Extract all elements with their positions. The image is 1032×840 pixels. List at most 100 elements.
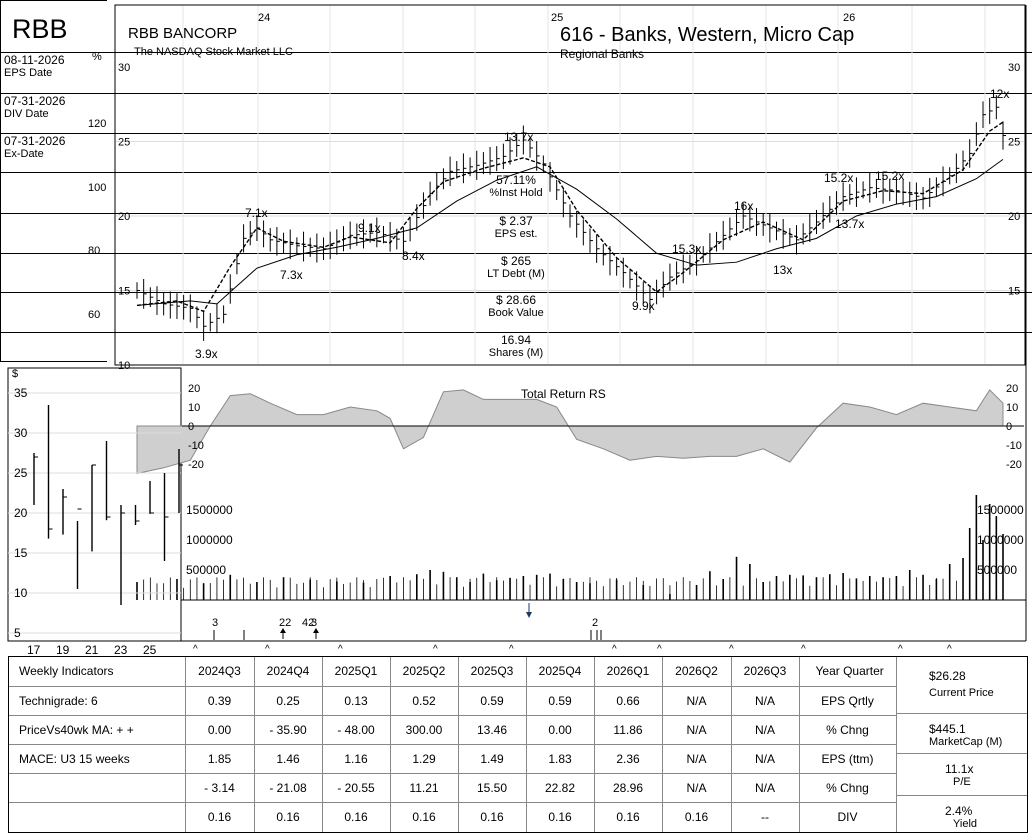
price-tick-left: 25 xyxy=(118,137,130,149)
table-cell: 0.00 xyxy=(548,723,572,737)
event-arrow-icon xyxy=(280,628,286,633)
table-cell: 1.29 xyxy=(412,752,436,766)
table-cell: 0.16 xyxy=(548,810,572,824)
table-cell: 11.21 xyxy=(409,781,439,795)
rs-tick-left: -10 xyxy=(188,440,204,452)
caret-mark-icon: ^ xyxy=(509,644,514,655)
table-cell: - 21.08 xyxy=(269,781,307,795)
caret-mark-icon: ^ xyxy=(265,644,270,655)
caret-mark-icon: ^ xyxy=(947,644,952,655)
caret-mark-icon: ^ xyxy=(612,644,617,655)
pe-annotation: 16x xyxy=(734,199,753,213)
pe-annotation: 9.1x xyxy=(358,221,381,235)
year-label-24: 24 xyxy=(258,12,271,24)
annual-x-label: 25 xyxy=(143,643,157,656)
table-cell: 22.82 xyxy=(544,781,576,795)
price-tick-left: 30 xyxy=(118,62,130,74)
pe-annotation: 13.7x xyxy=(835,217,864,231)
table-cell: 13.46 xyxy=(476,723,508,737)
pe-annotation: 12x xyxy=(990,87,1009,101)
indicators-table: Weekly Indicators 2024Q3 2024Q4 2025Q1 2025Q… xyxy=(8,656,1028,833)
sidebar-item: $ 28.66 Book Value xyxy=(0,292,1032,319)
table-cell: 0.66 xyxy=(616,694,640,708)
table-row-divider xyxy=(9,802,896,803)
table-col-divider xyxy=(594,657,595,832)
event-marker-label: 3 xyxy=(212,617,218,629)
table-header-cell: 2026Q1 xyxy=(606,664,650,678)
pct-tick: 120 xyxy=(88,118,106,130)
table-cell: 1.16 xyxy=(344,752,368,766)
table-row-label: MACE: U3 15 weeks xyxy=(19,752,130,766)
sidebar-item: 57.11% %Inst Hold xyxy=(0,172,1032,199)
table-row-divider xyxy=(9,773,896,774)
sidebar-item: 16.94 Shares (M) xyxy=(0,332,1032,359)
industry-name: 616 - Banks, Western, Micro Cap xyxy=(560,24,855,46)
summary-value: $445.1 xyxy=(929,722,966,736)
summary-label: MarketCap (M) xyxy=(929,736,1003,748)
table-cell: N/A xyxy=(686,694,707,708)
caret-mark-icon: ^ xyxy=(801,644,806,655)
table-cell: 1.49 xyxy=(480,752,504,766)
table-cell: 2.36 xyxy=(616,752,640,766)
sidebar-item: 08-11-2026 EPS Date xyxy=(0,52,1032,79)
caret-mark-icon: ^ xyxy=(729,644,734,655)
volume-tick-right: 1500000 xyxy=(977,503,1024,517)
price-tick-right: 25 xyxy=(1008,137,1020,149)
table-row-divider xyxy=(9,686,896,687)
table-cell: N/A xyxy=(754,694,775,708)
table-cell: 15.50 xyxy=(476,781,508,795)
pe-annotation: 7.3x xyxy=(280,268,303,282)
table-cell: 0.52 xyxy=(412,694,436,708)
caret-mark-icon: ^ xyxy=(657,644,662,655)
annual-tick: 35 xyxy=(14,386,28,400)
sector-name: Regional Banks xyxy=(560,47,645,61)
pe-annotation: 8.4x xyxy=(402,249,425,263)
rs-tick-right: 10 xyxy=(1006,402,1018,414)
summary-box: $26.28 Current Price xyxy=(896,657,1027,713)
table-cell: N/A xyxy=(686,723,707,737)
ma-short-line xyxy=(136,121,1004,313)
dollar-symbol: $ xyxy=(12,368,19,380)
sidebar-item: 07-31-2026 Ex-Date xyxy=(0,133,1032,160)
sidebar-value: 07-31-2026 xyxy=(4,94,66,108)
table-cell: 0.16 xyxy=(207,810,232,824)
table-row-divider xyxy=(9,744,896,745)
table-header-cell: 2024Q4 xyxy=(266,664,310,678)
table-metric-label: EPS (ttm) xyxy=(821,752,874,766)
table-col-divider xyxy=(662,657,663,832)
table-header-cell: Weekly Indicators xyxy=(19,664,114,678)
ticker-symbol: RBB xyxy=(12,14,68,44)
rs-tick-left: -20 xyxy=(188,459,204,471)
event-arrow-icon xyxy=(313,628,319,633)
rs-area xyxy=(136,389,1004,475)
table-cell: - 48.00 xyxy=(337,723,375,737)
annual-tick: 10 xyxy=(14,586,28,600)
annual-panel-frame xyxy=(7,367,182,642)
rs-tick-right: 20 xyxy=(1006,383,1018,395)
summary-value: 2.4% xyxy=(945,804,973,818)
rs-tick-left: 0 xyxy=(188,421,194,433)
rs-tick-left: 20 xyxy=(188,383,200,395)
table-cell: N/A xyxy=(686,781,707,795)
table-cell: N/A xyxy=(754,723,775,737)
year-label-25: 25 xyxy=(551,12,564,24)
company-name: RBB BANCORP xyxy=(128,25,238,42)
table-cell: N/A xyxy=(754,752,775,766)
annual-x-label: 21 xyxy=(85,643,99,656)
summary-value: $26.28 xyxy=(929,669,966,683)
sidebar-item: $ 265 LT Debt (M) xyxy=(0,253,1032,280)
event-marker-label: 22 xyxy=(279,617,291,629)
summary-value: 11.1x xyxy=(945,762,974,776)
sidebar-value: $ 265 xyxy=(500,254,532,268)
table-cell: -- xyxy=(761,810,769,824)
event-marker-label: 2 xyxy=(592,617,598,629)
volume-tick-right: 1000000 xyxy=(977,533,1024,547)
rs-tick-right: -10 xyxy=(1006,440,1022,452)
event-marker-label: 3 xyxy=(311,617,317,629)
table-cell: - 20.55 xyxy=(337,781,375,795)
table-header-cell: Year Quarter xyxy=(815,664,884,678)
table-col-divider xyxy=(731,657,732,832)
summary-box: $445.1 MarketCap (M) xyxy=(896,713,1027,753)
summary-label: P/E xyxy=(953,776,971,788)
